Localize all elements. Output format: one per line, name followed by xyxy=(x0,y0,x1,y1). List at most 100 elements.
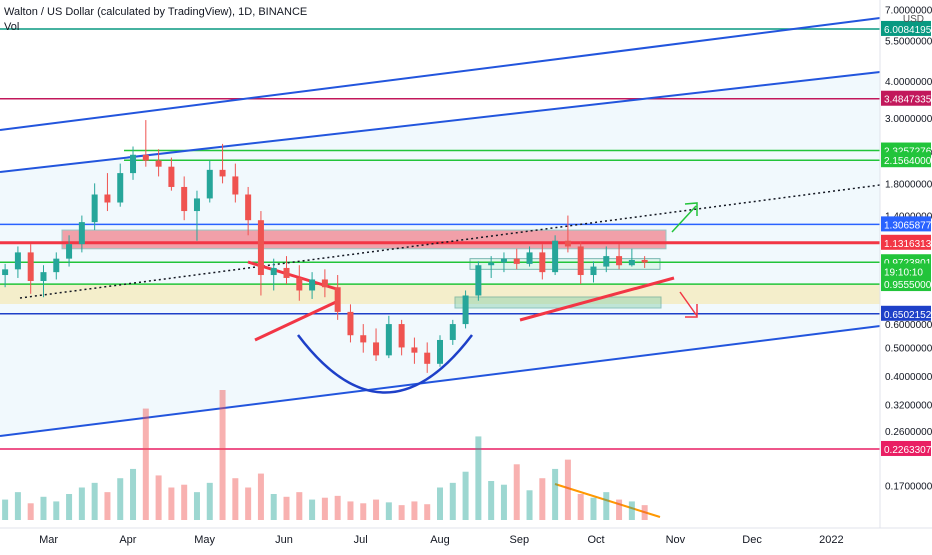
price-level-tag xyxy=(881,276,931,292)
volume-bar xyxy=(91,482,98,520)
candle-body xyxy=(398,324,405,348)
price-tick-label: 0.2600000 xyxy=(885,427,932,438)
price-level-tag-label: 1.30658778 xyxy=(884,220,932,231)
candle-body xyxy=(360,335,367,343)
candle-body xyxy=(616,256,623,266)
volume-bar xyxy=(155,475,162,520)
volume-bar xyxy=(603,492,610,520)
candle-body xyxy=(53,258,60,273)
candle-body xyxy=(2,269,9,276)
volume-bar xyxy=(385,502,392,520)
channel-outer-line xyxy=(0,17,881,131)
candle-body xyxy=(27,252,34,281)
volume-indicator-label: Vol xyxy=(4,21,20,33)
rising-support-line xyxy=(519,276,675,322)
volume-bar xyxy=(500,484,507,520)
volume-bar xyxy=(475,436,482,520)
time-tick-label: Nov xyxy=(666,534,686,546)
candle-body xyxy=(66,244,73,259)
volume-bar xyxy=(462,471,469,520)
price-level-tag xyxy=(881,216,931,232)
chart-title: Walton / US Dollar (calculated by Tradin… xyxy=(4,6,308,18)
price-tick-label: 0.6000000 xyxy=(885,320,932,331)
volume-bar xyxy=(66,494,73,520)
candle-body xyxy=(142,154,149,161)
channel-lower-line xyxy=(0,325,881,437)
candle-body xyxy=(449,324,456,340)
volume-bar xyxy=(257,473,264,520)
candle-body xyxy=(168,166,175,187)
candle-body xyxy=(40,272,47,281)
price-tick-label: 4.0000000 xyxy=(885,77,932,88)
price-level-tag-label: 6.00841950 xyxy=(884,25,932,36)
price-level-tag xyxy=(881,440,931,456)
price-tick-label: 0.4000000 xyxy=(885,372,932,383)
volume-bar xyxy=(193,492,200,520)
volume-trendline xyxy=(554,483,661,518)
candle-body xyxy=(257,220,264,276)
volume-bar xyxy=(590,497,597,520)
price-tick-label: 1.8000000 xyxy=(885,179,932,190)
volume-bar xyxy=(577,494,584,520)
channel-fill xyxy=(0,72,880,436)
breakout-up-arrow xyxy=(671,202,698,233)
price-tick-label: 0.5000000 xyxy=(885,343,932,354)
volume-bar xyxy=(526,490,533,520)
candle-body xyxy=(373,342,380,356)
price-level-tag-label: 0.65021520 xyxy=(884,310,932,321)
candle-body xyxy=(424,352,431,364)
triangle-lower-line xyxy=(254,300,337,342)
volume-bar xyxy=(539,478,546,520)
candle-body xyxy=(283,267,290,278)
chart-header: Walton / US Dollar (calculated by Tradin… xyxy=(4,6,307,33)
price-tick-label: 5.5000000 xyxy=(885,36,932,47)
candle-body xyxy=(78,222,85,245)
volume-bar xyxy=(206,482,213,520)
time-tick-label: Mar xyxy=(39,534,58,546)
candle-body xyxy=(462,295,469,325)
candle-body xyxy=(14,252,21,270)
price-level-tag xyxy=(881,305,931,321)
candle-body xyxy=(552,240,559,273)
price-level-tag xyxy=(881,20,931,36)
volume-bar xyxy=(628,501,635,520)
volume-bar xyxy=(14,492,21,520)
candle-body xyxy=(270,267,277,276)
candle-body xyxy=(500,258,507,263)
demand-zone xyxy=(454,296,662,309)
volume-bar xyxy=(360,503,367,520)
candle-body xyxy=(91,194,98,223)
volume-bar xyxy=(270,494,277,520)
time-axis-bg xyxy=(0,528,932,550)
price-level-tag-label: 19:10:10 xyxy=(884,267,923,278)
volume-bar xyxy=(424,504,431,520)
volume-bar xyxy=(347,501,354,520)
price-axis: 7.00000005.50000004.00000003.00000002.30… xyxy=(879,0,932,550)
candle-body xyxy=(539,252,546,273)
candle-body xyxy=(603,256,610,267)
price-level-tag-label: 1.13163136 xyxy=(884,239,932,250)
support-zone xyxy=(0,284,880,304)
volume-bar xyxy=(564,459,571,520)
volume-bar xyxy=(142,408,149,520)
volume-bar xyxy=(181,484,188,520)
volume-bar xyxy=(232,478,239,520)
volume-bar xyxy=(283,496,290,520)
candle-body xyxy=(564,240,571,247)
time-tick-label: Sep xyxy=(510,534,530,546)
candle-body xyxy=(334,287,341,312)
candle-body xyxy=(309,279,316,291)
volume-bar xyxy=(219,390,226,520)
candle-body xyxy=(411,347,418,353)
accumulation-zone xyxy=(469,258,661,270)
candle-body xyxy=(385,324,392,356)
volume-bar xyxy=(411,501,418,520)
cup-pattern-curve xyxy=(297,334,473,394)
volume-bar xyxy=(321,497,328,520)
candle-body xyxy=(437,339,443,364)
breakdown-down-arrow xyxy=(679,291,698,318)
price-level-lines xyxy=(0,28,880,450)
candle-body xyxy=(488,262,495,266)
candle-body xyxy=(526,252,533,264)
